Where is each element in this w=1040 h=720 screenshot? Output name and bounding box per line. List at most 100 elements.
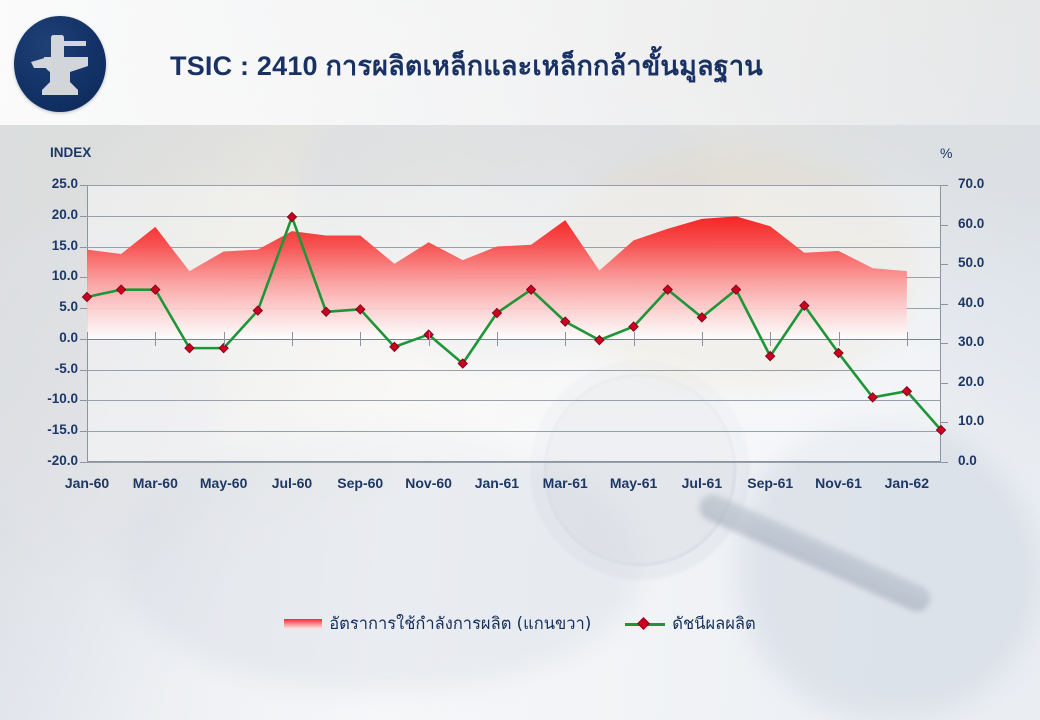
- grid-line: [87, 462, 941, 463]
- left-axis-tick-label: -10.0: [47, 391, 78, 407]
- right-axis-unit-label: %: [940, 145, 953, 161]
- bg-blob: [740, 420, 1040, 720]
- capacity-utilization-area: [87, 216, 907, 339]
- chart-container: INDEX % 25.0 20.0 15.0 10.0 5.0 0.0 -5.0 -10.0 -…: [0, 125, 1040, 545]
- grid-line: [87, 431, 941, 433]
- page-title: TSIC : 2410 การผลิตเหล็กและเหล็กกล้าขั้น…: [170, 51, 763, 81]
- left-axis-tick: [80, 400, 87, 402]
- left-axis-tick-label: -15.0: [47, 422, 78, 438]
- x-axis-tick: [360, 331, 362, 346]
- left-axis-tick: [80, 277, 87, 279]
- left-axis-labels: 25.0 20.0 15.0 10.0 5.0 0.0 -5.0 -10.0 -15.0 -20.…: [0, 176, 78, 468]
- area-swatch-icon: [284, 619, 323, 629]
- data-point-marker: [320, 306, 332, 318]
- x-axis-tick-label: May-60: [199, 475, 248, 491]
- x-axis-tick-label: Nov-61: [815, 475, 862, 491]
- data-point-marker: [252, 305, 264, 316]
- left-axis-tick-label: 5.0: [59, 299, 78, 315]
- x-axis-tick-label: Nov-60: [405, 475, 452, 491]
- data-point-marker: [389, 341, 400, 353]
- data-point-marker: [833, 347, 844, 359]
- right-axis-tick: [941, 224, 948, 226]
- x-axis-tick-label: Jan-62: [884, 475, 930, 491]
- left-axis-tick-label: 10.0: [51, 268, 78, 284]
- production-index-line: [85, 215, 943, 432]
- data-point-marker: [150, 284, 161, 295]
- left-axis-tick: [80, 431, 87, 433]
- legend-label: อัตราการใช้กำลังการผลิต (แกนขวา): [329, 614, 592, 633]
- x-axis-tick-label: Sep-61: [747, 475, 794, 491]
- x-axis-tick-label: Jul-60: [271, 475, 313, 491]
- left-axis-tick: [80, 338, 87, 340]
- x-axis-tick: [223, 331, 225, 346]
- data-point-marker: [901, 385, 913, 397]
- right-axis-tick-label: 10.0: [958, 413, 985, 429]
- grid-line: [87, 369, 941, 371]
- legend-label: ดัชนีผลผลิต: [672, 614, 756, 633]
- left-axis-tick-label: -5.0: [54, 360, 78, 376]
- data-point-marker: [81, 291, 93, 303]
- right-axis-tick: [941, 422, 948, 424]
- left-axis-tick: [80, 246, 87, 248]
- x-axis-tick: [838, 331, 840, 346]
- x-axis-labels: Jan-60 Mar-60 May-60 Jul-60 Sep-60 Nov-60 Jan-…: [65, 475, 941, 505]
- data-point-marker: [730, 284, 742, 295]
- data-point-marker: [355, 304, 366, 315]
- x-axis-tick-label: Jan-60: [64, 475, 110, 491]
- right-axis-tick-label: 40.0: [958, 294, 985, 310]
- legend-item-production-index[interactable]: ดัชนีผลผลิต: [625, 611, 756, 637]
- right-axis-tick: [941, 185, 948, 186]
- anvil-hammer-logo: [14, 16, 106, 112]
- plot-area: [80, 185, 948, 463]
- data-point-marker: [867, 392, 878, 403]
- data-point-marker: [696, 312, 708, 323]
- anvil-hammer-icon: [31, 35, 88, 95]
- left-axis-tick: [80, 369, 87, 371]
- x-axis-tick-label: Sep-60: [337, 475, 384, 491]
- x-axis-tick: [633, 331, 635, 346]
- left-axis-tick: [80, 215, 87, 217]
- chart-legend: อัตราการใช้กำลังการผลิต (แกนขวา) ดัชนีผล…: [0, 600, 1040, 648]
- data-point-marker: [935, 424, 947, 436]
- left-axis-unit-label: INDEX: [50, 145, 92, 160]
- right-axis-labels: 70.0 60.0 50.0 40.0 30.0 20.0 10.0 0.0: [958, 176, 1038, 468]
- right-axis-tick-label: 20.0: [958, 373, 985, 389]
- right-axis-tick: [941, 264, 948, 266]
- x-axis-tick: [906, 331, 908, 346]
- left-axis-tick: [80, 185, 87, 186]
- bg-blob: [120, 430, 640, 690]
- right-axis-tick-label: 0.0: [958, 453, 977, 468]
- grid-line: [87, 400, 941, 402]
- left-axis-tick-label: -20.0: [47, 453, 78, 468]
- line-marker-swatch-icon: [625, 617, 666, 630]
- grid-line: [87, 215, 941, 217]
- left-axis-tick-label: 20.0: [51, 206, 78, 222]
- x-axis-tick: [291, 331, 293, 346]
- production-index-markers: [81, 211, 947, 436]
- right-axis-tick: [941, 343, 948, 345]
- data-point-marker: [286, 211, 298, 223]
- x-axis-tick: [428, 331, 430, 346]
- x-axis-tick: [155, 331, 157, 346]
- right-axis-tick-label: 50.0: [958, 255, 985, 271]
- x-axis-tick: [496, 331, 498, 346]
- left-axis-tick: [80, 462, 87, 463]
- x-axis-tick-label: Jan-61: [474, 475, 520, 491]
- data-point-marker: [799, 300, 810, 311]
- header-band: TSIC : 2410 การผลิตเหล็กและเหล็กกล้าขั้น…: [0, 0, 1040, 125]
- x-axis-tick: [565, 331, 567, 346]
- x-axis-tick: [701, 331, 703, 346]
- x-axis-tick: [87, 331, 88, 346]
- data-point-marker: [560, 316, 571, 327]
- data-point-marker: [628, 321, 639, 332]
- data-point-marker: [115, 284, 127, 295]
- data-point-marker: [764, 350, 776, 362]
- left-axis-tick-label: 25.0: [51, 176, 78, 191]
- x-axis-tick-label: Jul-61: [681, 475, 723, 491]
- zero-line: [87, 338, 941, 340]
- data-series-layer: [81, 211, 947, 436]
- left-axis-tick-label: 0.0: [59, 329, 78, 345]
- right-axis-tick: [941, 303, 948, 305]
- legend-item-capacity-utilization[interactable]: อัตราการใช้กำลังการผลิต (แกนขวา): [284, 611, 591, 637]
- grid-line: [87, 185, 941, 186]
